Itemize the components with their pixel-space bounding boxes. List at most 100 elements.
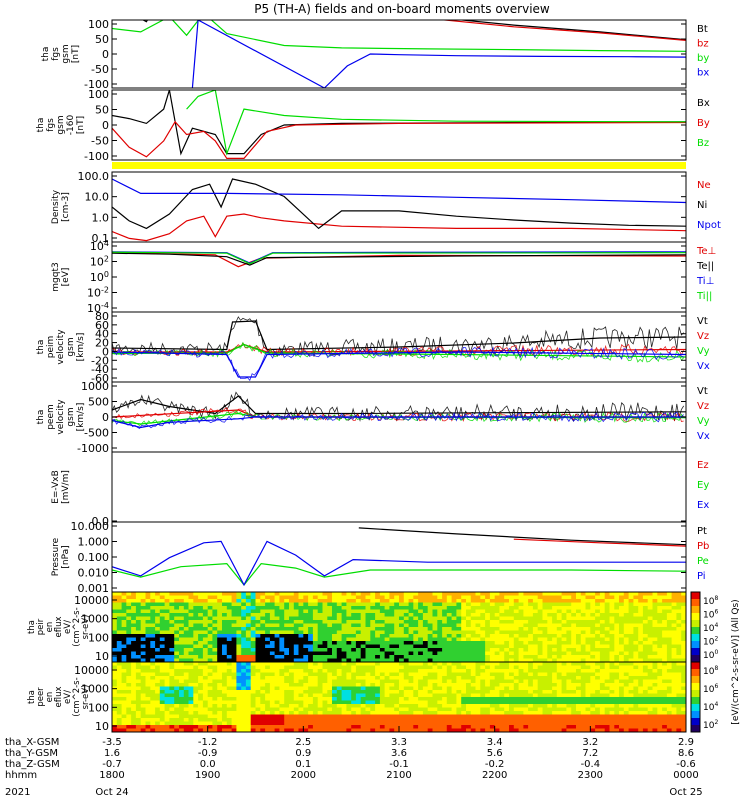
heatmap-cell [423, 592, 428, 596]
heatmap-cell [600, 645, 605, 649]
heatmap-cell [131, 645, 136, 649]
heatmap-cell [241, 634, 246, 638]
heatmap-cell [361, 704, 366, 708]
heatmap-cell [212, 697, 217, 701]
heatmap-cell [342, 694, 347, 698]
heatmap-cell [327, 655, 332, 659]
heatmap-cell [590, 648, 595, 652]
heatmap-cell [169, 655, 174, 659]
heatmap-cell [476, 645, 481, 649]
heatmap-cell [131, 592, 136, 596]
heatmap-cell [189, 690, 194, 694]
heatmap-cell [160, 603, 165, 607]
heatmap-cell [428, 666, 433, 670]
heatmap-cell [327, 697, 332, 701]
heatmap-cell [595, 680, 600, 684]
heatmap-cell [256, 620, 261, 624]
heatmap-cell [471, 617, 476, 621]
heatmap-cell [327, 722, 332, 726]
heatmap-cell [504, 592, 509, 596]
heatmap-cell [476, 624, 481, 628]
heatmap-cell [571, 711, 576, 715]
heatmap-cell [122, 697, 127, 701]
heatmap-cell [165, 596, 170, 600]
heatmap-cell [433, 617, 438, 621]
heatmap-cell [590, 662, 595, 666]
heatmap-cell [471, 704, 476, 708]
heatmap-cell [313, 603, 318, 607]
series-line-Bz [187, 90, 686, 154]
heatmap-cell [638, 704, 643, 708]
heatmap-cell [653, 718, 658, 722]
heatmap-cell [566, 722, 571, 726]
heatmap-cell [327, 673, 332, 677]
heatmap-cell [351, 652, 356, 656]
heatmap-cell [184, 641, 189, 645]
heatmap-cell [179, 641, 184, 645]
heatmap-cell [562, 694, 567, 698]
heatmap-cell [179, 606, 184, 610]
heatmap-cell [638, 715, 643, 719]
heatmap-cell [442, 725, 447, 729]
heatmap-cell [485, 638, 490, 642]
heatmap-cell [299, 715, 304, 719]
heatmap-cell [356, 617, 361, 621]
heatmap-cell [323, 592, 328, 596]
heatmap-cell [519, 683, 524, 687]
heatmap-cell [528, 673, 533, 677]
heatmap-cell [461, 701, 466, 705]
heatmap-cell [299, 638, 304, 642]
heatmap-cell [629, 697, 634, 701]
heatmap-cell [332, 722, 337, 726]
heatmap-cell [600, 613, 605, 617]
heatmap-cell [241, 683, 246, 687]
heatmap-cell [366, 624, 371, 628]
heatmap-cell [519, 592, 524, 596]
heatmap-cell [203, 669, 208, 673]
heatmap-cell [485, 606, 490, 610]
heatmap-cell [418, 603, 423, 607]
heatmap-cell [222, 655, 227, 659]
heatmap-cell [629, 690, 634, 694]
heatmap-cell [232, 627, 237, 631]
heatmap-cell [590, 641, 595, 645]
heatmap-cell [380, 694, 385, 698]
heatmap-cell [112, 613, 117, 617]
heatmap-cell [351, 722, 356, 726]
heatmap-cell [471, 718, 476, 722]
heatmap-cell [590, 708, 595, 712]
legend-By: By [697, 118, 710, 129]
heatmap-cell [461, 645, 466, 649]
heatmap-cell [385, 666, 390, 670]
heatmap-cell [394, 708, 399, 712]
heatmap-cell [667, 683, 672, 687]
heatmap-cell [279, 676, 284, 680]
heatmap-cell [657, 641, 662, 645]
heatmap-cell [323, 701, 328, 705]
heatmap-cell [308, 669, 313, 673]
heatmap-cell [590, 631, 595, 635]
heatmap-cell [442, 673, 447, 677]
heatmap-cell [662, 648, 667, 652]
heatmap-cell [610, 617, 615, 621]
heatmap-cell [146, 708, 151, 712]
heatmap-cell [404, 687, 409, 691]
heatmap-cell [418, 711, 423, 715]
heatmap-cell [418, 599, 423, 603]
heatmap-cell [155, 673, 160, 677]
heatmap-cell [150, 648, 155, 652]
heatmap-cell [165, 599, 170, 603]
heatmap-cell [303, 613, 308, 617]
heatmap-cell [136, 592, 141, 596]
heatmap-cell [270, 718, 275, 722]
heatmap-cell [562, 701, 567, 705]
heatmap-cell [466, 638, 471, 642]
heatmap-cell [150, 641, 155, 645]
heatmap-cell [528, 708, 533, 712]
heatmap-cell [375, 715, 380, 719]
heatmap-cell [672, 641, 677, 645]
heatmap-cell [633, 648, 638, 652]
heatmap-cell [270, 701, 275, 705]
heatmap-cell [251, 652, 256, 656]
heatmap-cell [423, 676, 428, 680]
